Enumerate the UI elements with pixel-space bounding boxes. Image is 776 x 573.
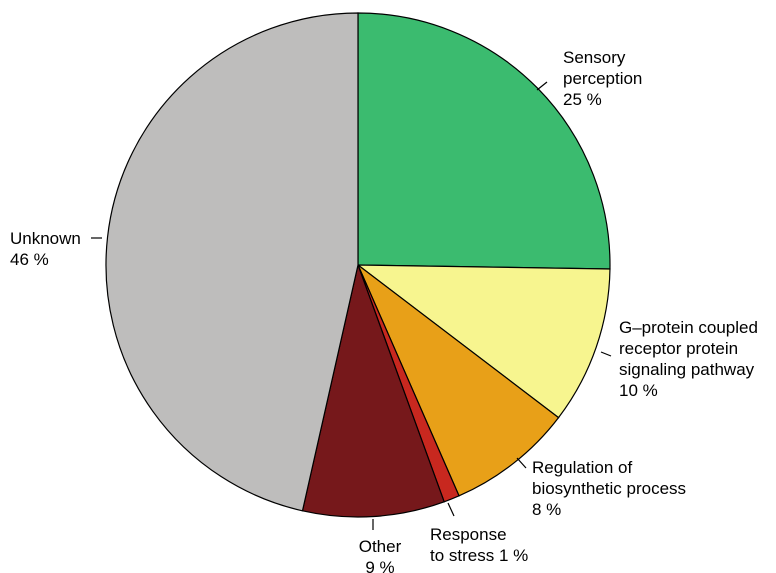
slice-label-line: 25 % xyxy=(563,90,602,109)
label-tick-3 xyxy=(447,502,455,517)
slice-label-line: G–protein coupled xyxy=(619,318,758,337)
slice-label-line: Response xyxy=(430,525,507,544)
slice-label-line: receptor protein xyxy=(619,339,738,358)
label-tick-2 xyxy=(516,457,527,469)
slice-label-line: 8 % xyxy=(532,500,561,519)
pie-slice-0 xyxy=(357,12,611,270)
slice-label-line: 46 % xyxy=(10,250,49,269)
slice-label-line: to stress 1 % xyxy=(430,546,528,565)
slice-label-0: Sensory perception 25 % xyxy=(563,48,642,109)
label-tick-0 xyxy=(536,81,548,91)
slice-label-line: Other xyxy=(359,537,402,556)
pie-slices xyxy=(105,12,611,518)
slice-label-line: 10 % xyxy=(619,381,658,400)
slice-label-line: biosynthetic process xyxy=(532,479,686,498)
slice-label-2: Regulation of biosynthetic process 8 % xyxy=(532,458,686,519)
slice-label-line: Sensory xyxy=(563,48,626,67)
slice-label-line: Regulation of xyxy=(532,458,632,477)
slice-label-line: perception xyxy=(563,69,642,88)
pie-slice-1 xyxy=(356,264,611,419)
slice-labels: Sensory perception 25 % G–protein coupled re… xyxy=(10,48,758,573)
pie-slice-5 xyxy=(105,12,359,512)
slice-label-5: Unknown 46 % xyxy=(10,229,81,269)
slice-label-3: Response to stress 1 % xyxy=(430,525,528,565)
slice-label-1: G–protein coupled receptor protein signali… xyxy=(619,318,758,400)
slice-label-line: 9 % xyxy=(365,558,394,573)
slice-label-line: Unknown xyxy=(10,229,81,248)
slice-label-4: Other 9 % xyxy=(359,537,402,573)
label-ticks xyxy=(91,81,612,530)
pie-slice-2 xyxy=(356,263,560,497)
slice-label-line: signaling pathway xyxy=(619,360,755,379)
pie-slice-4 xyxy=(301,262,445,518)
label-tick-1 xyxy=(600,351,612,357)
